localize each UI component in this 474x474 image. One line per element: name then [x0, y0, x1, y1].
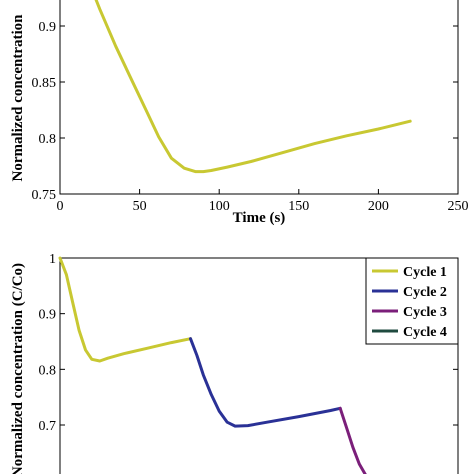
chart-top-series-line: [94, 0, 412, 174]
chart-bottom-y-tick-label: 0.8: [39, 363, 57, 378]
chart-top-y-tick-label: 0.8: [39, 132, 57, 147]
legend-label: Cycle 2: [403, 285, 447, 300]
chart-top-y-tick-label: 0.85: [32, 76, 57, 91]
chart-top-x-tick-label: 200: [368, 199, 389, 214]
chart-bottom-y-tick-label: 0.9: [39, 308, 57, 323]
chart-bottom-series-line-cycle-1: [58, 256, 192, 363]
chart-top: 0.750.80.850.9 0 50 100 150 200 250 Time (s) …: [10, 0, 469, 226]
chart-top-y-tick-label: 0.9: [39, 20, 57, 35]
chart-bottom-plot-frame: [59, 257, 459, 474]
chart-top-y-axis-title: Normalized concentration: [10, 14, 26, 182]
chart-top-x-ticks: 0 50 100 150 200 250: [57, 189, 469, 214]
chart-bottom-y-tick-label: 0.7: [39, 419, 57, 434]
chart-top-x-tick-label: 50: [133, 199, 147, 214]
chart-top-series: [94, 0, 412, 174]
chart-bottom-legend: Cycle 1 Cycle 2 Cycle 3 Cycle 4: [365, 257, 459, 345]
chart-top-x-tick-label: 100: [209, 199, 230, 214]
chart-top-x-tick-label: 0: [57, 199, 64, 214]
legend-label: Cycle 1: [403, 265, 447, 280]
chart-top-x-tick-label: 250: [448, 199, 469, 214]
chart-top-x-tick-label: 150: [288, 199, 309, 214]
chart-top-y-ticks: 0.75 0.8 0.85 0.9: [32, 20, 458, 203]
chart-bottom-series-line-cycle-3: [338, 406, 367, 474]
chart-top-y-tick-label: 0.75: [32, 188, 57, 203]
chart-top-plot-frame: [59, 0, 459, 195]
chart-top-x-axis-title: Time (s): [233, 210, 286, 226]
chart-bottom-series-line-cycle-2: [189, 337, 342, 428]
legend-label: Cycle 3: [403, 305, 447, 320]
chart-bottom-y-ticks: 1 0.9 0.8 0.7: [39, 252, 458, 434]
chart-bottom: 1 0.9 0.8 0.7 Normalized concentration (C/C…: [10, 252, 459, 474]
chart-bottom-series: [58, 256, 367, 474]
chart-bottom-y-tick-label: 1: [49, 252, 56, 267]
legend-label: Cycle 4: [403, 325, 447, 340]
chart-bottom-y-axis-title: Normalized concentration (C/Co): [10, 263, 26, 474]
